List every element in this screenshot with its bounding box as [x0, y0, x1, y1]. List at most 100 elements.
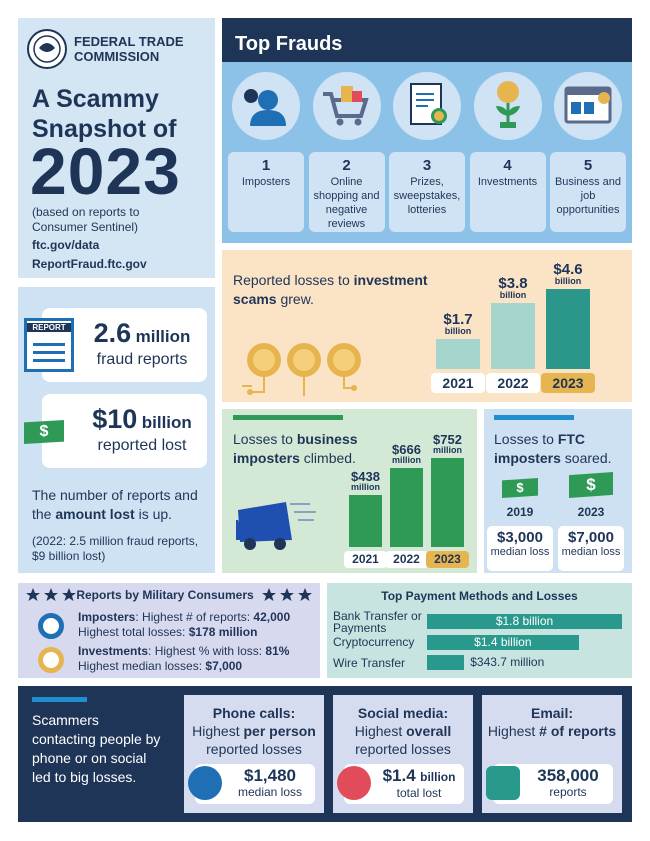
amount-card: $7,000 median loss: [558, 526, 624, 571]
icon: [410, 83, 447, 125]
icon-circle: [312, 72, 381, 140]
amount-card: $3,000 median loss: [487, 526, 553, 571]
value-label: $666 million: [376, 443, 437, 465]
text-part: Highest: [487, 723, 540, 739]
text-part: The number of reports and the: [32, 487, 198, 522]
value-label: $1.7 billion: [422, 312, 494, 336]
text-part: Losses to: [233, 431, 297, 447]
amount: 358,000: [537, 766, 599, 785]
bar: [427, 614, 622, 629]
value-label: $752 million: [417, 433, 478, 455]
text-part: amount lost: [55, 506, 135, 522]
truck: [236, 502, 316, 550]
icon: [495, 81, 520, 128]
bar: [436, 339, 480, 369]
year: 2023: [30, 134, 181, 208]
icon-circle: [393, 72, 461, 140]
amount-line: 358,000: [522, 767, 614, 785]
bar: [546, 289, 590, 369]
text-part: FTC imposters: [494, 431, 586, 466]
label: Online shopping and negative reviews: [313, 176, 380, 230]
bar: [390, 468, 423, 547]
stat-icon: [486, 766, 520, 800]
text-part: $7,000: [205, 659, 243, 673]
category-label: 2021: [431, 373, 485, 393]
category-label: 2023: [426, 551, 469, 568]
text-part: Investments: [78, 644, 149, 658]
text-part: 42,000: [253, 610, 291, 624]
chart-title: Reported losses to investment scams grew…: [233, 271, 433, 309]
category-label: 2023: [541, 373, 595, 393]
card: [42, 394, 207, 468]
label: fraud reports: [96, 351, 188, 368]
label: median loss: [237, 785, 303, 799]
amount: $7,000: [568, 529, 614, 546]
bar: [427, 634, 579, 650]
stat: 358,000 reports: [522, 767, 614, 800]
card-title: Phone calls:: [212, 705, 296, 721]
money-icon: $: [24, 420, 64, 444]
unit: million: [351, 482, 380, 493]
value-label: $3.8 billion: [477, 276, 549, 300]
icon: [564, 86, 612, 124]
card-head: Phone calls: Highest per person reported …: [189, 704, 319, 758]
value-label: $1.8 billion: [495, 614, 554, 628]
amount: $3,000: [497, 529, 543, 546]
text-part: overall: [406, 723, 452, 739]
badge: REPORT: [27, 323, 71, 332]
money-icon: $: [569, 472, 613, 498]
text-part: soared.: [560, 450, 612, 466]
contact-text: Scammers contacting people by phone or o…: [32, 712, 161, 785]
panel-title: Losses to FTC imposters soared.: [494, 430, 629, 468]
icon: [322, 86, 369, 126]
text-part: : Highest # of reports:: [135, 610, 254, 624]
fraud-card: 4 Investments: [469, 152, 546, 232]
value-label: $438 million: [335, 470, 396, 492]
amount-line: $1.4 billion: [373, 767, 465, 786]
value: $752: [433, 432, 462, 447]
card-subtitle: Highest # of reports: [487, 722, 617, 740]
label: reported lost: [97, 437, 187, 454]
label: Imposters: [241, 176, 291, 188]
rank: 5: [583, 157, 593, 174]
rank: 1: [261, 157, 271, 174]
line: Investments: Highest % with loss: 81%: [78, 644, 289, 659]
icon: [38, 613, 64, 639]
rank: 4: [503, 157, 512, 174]
reports-count: 2.6 million fraud reports: [82, 318, 202, 369]
line: Highest total losses: $178 million: [78, 625, 257, 640]
text-part: grew.: [276, 291, 314, 307]
title: A Scammy Snapshot of: [32, 85, 177, 143]
value: $666: [392, 442, 421, 458]
loss-amount: $10 billion reported lost: [82, 404, 202, 455]
label: reports: [549, 785, 587, 799]
accent: [233, 415, 343, 420]
unit: million: [392, 455, 421, 466]
year: 2023: [577, 505, 605, 519]
text-part: climbed.: [299, 450, 356, 466]
value-label: $1.4 billion: [474, 634, 532, 649]
coins: [242, 343, 361, 396]
unit: billion: [444, 326, 472, 337]
label: Business and job opportunities: [554, 176, 622, 216]
fraud-card: 5 Business and job opportunities: [550, 152, 626, 232]
value: $4.6: [553, 261, 583, 278]
card-subtitle: Highest overall reported losses: [338, 722, 468, 758]
link: ftc.gov/data: [32, 238, 100, 252]
text-part: Losses to: [494, 431, 558, 447]
number: $10: [92, 404, 138, 434]
icon-line: [33, 343, 65, 346]
note: (based on reports to Consumer Sentinel): [32, 205, 140, 234]
card-title: Email:: [530, 705, 573, 721]
text-part: investment scams: [233, 272, 428, 307]
card-subtitle: Highest per person reported losses: [189, 722, 319, 758]
text-part: reported losses: [206, 741, 302, 757]
value-label: $343.7 million: [470, 655, 545, 669]
chart-title: Top Payment Methods and Losses: [381, 589, 578, 603]
section-title: Top Frauds: [235, 33, 343, 55]
text-part: Highest total losses:: [78, 625, 189, 639]
value: $438: [351, 469, 380, 485]
amount: $1,480: [244, 766, 296, 785]
text-part: : Highest % with loss:: [148, 644, 266, 658]
text-part: Highest median losses:: [78, 659, 206, 673]
